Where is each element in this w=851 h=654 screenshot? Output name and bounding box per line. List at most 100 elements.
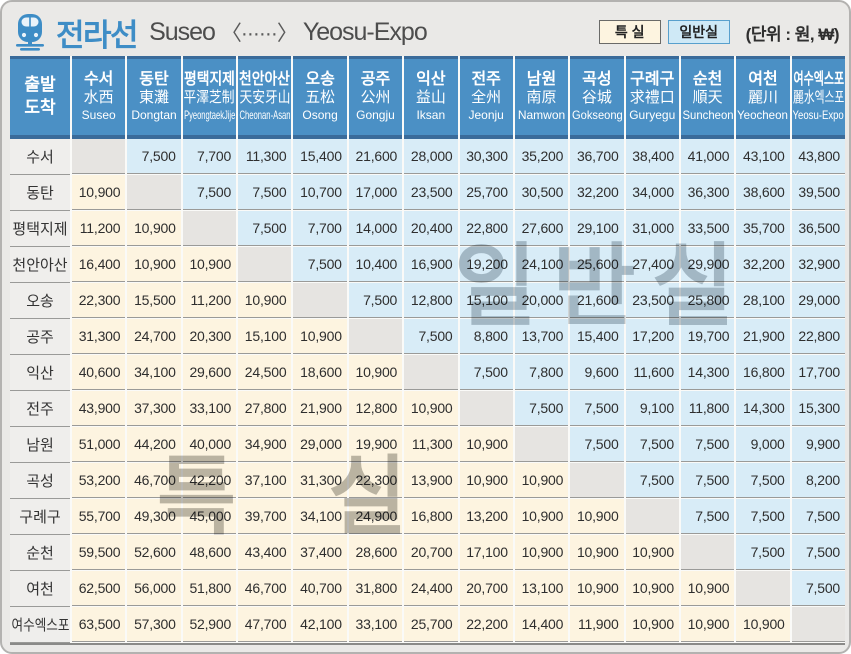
station-column-header: 순천 順天 Suncheon — [680, 56, 735, 139]
first-class-fare-cell: 10,900 — [625, 571, 679, 606]
standard-fare-cell: 7,500 — [182, 175, 237, 210]
standard-fare-cell: 43,100 — [736, 139, 790, 174]
first-class-fare-cell: 62,500 — [72, 571, 126, 606]
standard-fare-cell: 7,500 — [625, 463, 679, 498]
first-class-fare-cell: 19,900 — [348, 427, 403, 462]
first-class-fare-cell: 10,900 — [293, 319, 347, 354]
first-class-fare-cell: 13,900 — [404, 463, 458, 498]
standard-fare-cell: 9,600 — [570, 355, 624, 390]
standard-fare-cell: 7,500 — [736, 535, 790, 570]
standard-fare-cell: 35,200 — [514, 139, 569, 174]
standard-fare-cell: 32,900 — [791, 247, 845, 282]
first-class-fare-cell: 31,300 — [293, 463, 347, 498]
first-class-fare-cell: 12,800 — [348, 391, 403, 426]
station-column-header: 동탄 東灘 Dongtan — [127, 56, 181, 139]
standard-fare-cell: 16,800 — [736, 355, 790, 390]
standard-fare-cell: 7,500 — [791, 535, 845, 570]
station-column-header: 익산 益山 Iksan — [404, 56, 458, 139]
first-class-fare-cell: 24,500 — [238, 355, 292, 390]
diagonal-cell — [238, 247, 292, 282]
first-class-fare-cell: 15,100 — [238, 319, 292, 354]
first-class-fare-cell: 10,900 — [680, 571, 735, 606]
first-class-fare-cell: 24,700 — [127, 319, 181, 354]
first-class-fare-cell: 45,000 — [182, 499, 237, 534]
first-class-fare-cell: 56,000 — [127, 571, 181, 606]
standard-fare-cell: 7,500 — [514, 391, 569, 426]
station-column-header: 여천 麗川 Yeocheon — [736, 56, 790, 139]
first-class-fare-cell: 10,900 — [736, 607, 790, 642]
standard-fare-cell: 24,100 — [514, 247, 569, 282]
station-column-header: 오송 五松 Osong — [293, 56, 347, 139]
first-class-fare-cell: 43,400 — [238, 535, 292, 570]
first-class-fare-cell: 48,600 — [182, 535, 237, 570]
standard-fare-cell: 7,500 — [680, 499, 735, 534]
row-label-cell: 천안아산 — [10, 247, 70, 283]
standard-fare-cell: 27,400 — [625, 247, 679, 282]
standard-fare-cell: 20,000 — [514, 283, 569, 318]
row-label-cell: 오송 — [10, 283, 70, 319]
standard-fare-cell: 31,000 — [625, 211, 679, 246]
standard-fare-cell: 38,600 — [736, 175, 790, 210]
standard-fare-cell: 7,500 — [791, 499, 845, 534]
first-class-fare-cell: 10,900 — [182, 247, 237, 282]
first-class-fare-cell: 10,900 — [404, 391, 458, 426]
first-class-fare-cell: 27,800 — [238, 391, 292, 426]
first-class-fare-cell: 15,500 — [127, 283, 181, 318]
station-column-header: 천안아산 天安牙山 Cheonan-Asan — [238, 56, 292, 139]
standard-fare-cell: 9,900 — [791, 427, 845, 462]
row-label-cell: 공주 — [10, 319, 70, 355]
row-label-cell: 곡성 — [10, 463, 70, 499]
first-class-fare-cell: 34,100 — [293, 499, 347, 534]
first-class-fare-cell: 10,900 — [570, 535, 624, 570]
standard-fare-cell: 14,000 — [348, 211, 403, 246]
standard-fare-cell: 16,900 — [404, 247, 458, 282]
first-class-fare-cell: 29,000 — [293, 427, 347, 462]
standard-fare-cell: 29,000 — [791, 283, 845, 318]
standard-fare-cell: 41,000 — [680, 139, 735, 174]
standard-fare-cell: 7,500 — [293, 247, 347, 282]
row-label-cell: 평택지제 — [10, 211, 70, 247]
standard-fare-cell: 15,100 — [459, 283, 513, 318]
line-name: 전라선 — [56, 17, 139, 53]
standard-fare-cell: 7,500 — [570, 427, 624, 462]
standard-fare-cell: 11,600 — [625, 355, 679, 390]
standard-fare-cell: 36,300 — [680, 175, 735, 210]
first-class-fare-cell: 10,900 — [570, 499, 624, 534]
first-class-fare-cell: 39,700 — [238, 499, 292, 534]
first-class-fare-cell: 11,200 — [182, 283, 237, 318]
standard-fare-cell: 7,500 — [791, 571, 845, 606]
standard-fare-cell: 7,500 — [238, 211, 292, 246]
first-class-fare-cell: 37,300 — [127, 391, 181, 426]
first-class-fare-cell: 51,000 — [72, 427, 126, 462]
train-icon — [12, 13, 48, 51]
diagonal-cell — [459, 391, 513, 426]
standard-fare-cell: 8,800 — [459, 319, 513, 354]
standard-fare-cell: 19,200 — [459, 247, 513, 282]
first-class-fare-cell: 10,900 — [514, 535, 569, 570]
standard-fare-cell: 22,800 — [459, 211, 513, 246]
standard-fare-cell: 32,200 — [736, 247, 790, 282]
standard-fare-cell: 11,300 — [238, 139, 292, 174]
standard-fare-cell: 21,600 — [348, 139, 403, 174]
first-class-fare-cell: 10,900 — [514, 499, 569, 534]
standard-fare-cell: 29,100 — [570, 211, 624, 246]
standard-fare-cell: 33,500 — [680, 211, 735, 246]
first-class-fare-cell: 28,600 — [348, 535, 403, 570]
station-column-header: 평택지제 平澤芝制 PyeongtaekJije — [182, 56, 237, 139]
standard-fare-cell: 7,500 — [680, 427, 735, 462]
first-class-fare-cell: 29,600 — [182, 355, 237, 390]
standard-fare-cell: 7,500 — [348, 283, 403, 318]
unit-label: (단위 : 원, ₩) — [745, 24, 840, 44]
title-bar: 전라선 Suseo 〈······〉 Yeosu-Expo 특 실 일반실 (단… — [12, 10, 840, 54]
diagonal-cell — [72, 139, 126, 174]
row-label-cell: 여천 — [10, 571, 70, 607]
first-class-fare-cell: 37,100 — [238, 463, 292, 498]
first-class-fare-cell: 10,900 — [625, 535, 679, 570]
first-class-fare-cell: 11,200 — [72, 211, 126, 246]
standard-fare-cell: 20,400 — [404, 211, 458, 246]
standard-fare-cell: 10,700 — [293, 175, 347, 210]
standard-fare-cell: 36,500 — [791, 211, 845, 246]
row-label-cell: 수서 — [10, 139, 70, 175]
first-class-fare-cell: 25,700 — [404, 607, 458, 642]
standard-fare-cell: 15,400 — [293, 139, 347, 174]
